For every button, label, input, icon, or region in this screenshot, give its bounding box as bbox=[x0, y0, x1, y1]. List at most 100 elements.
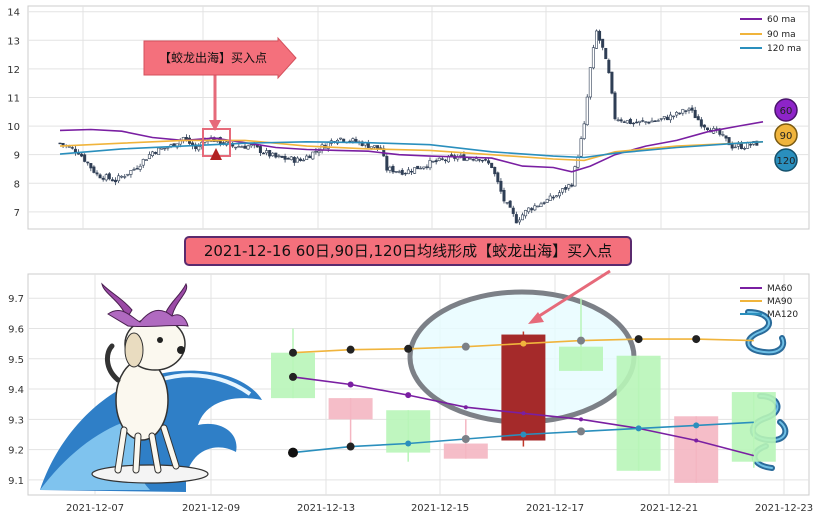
overview-candle bbox=[699, 117, 703, 129]
overview-candle bbox=[302, 158, 306, 162]
zoom-y-tick-label: 9.5 bbox=[8, 355, 24, 366]
overview-candle bbox=[675, 110, 679, 118]
overview-candle bbox=[536, 205, 540, 208]
overview-candle bbox=[428, 157, 432, 171]
overview-candle bbox=[499, 178, 503, 194]
overview-candle bbox=[690, 105, 694, 113]
overview-candle bbox=[539, 201, 543, 207]
zoom-ma120-line-point bbox=[346, 442, 355, 451]
badge-60-label: 60 bbox=[780, 106, 793, 117]
overview-candle bbox=[721, 131, 725, 137]
overview-candle bbox=[527, 207, 531, 214]
overview-candle bbox=[594, 29, 598, 49]
zoom-ma90-line-point bbox=[461, 342, 470, 351]
zoom-y-tick-label: 9.3 bbox=[8, 415, 24, 426]
overview-candle bbox=[388, 165, 392, 174]
overview-candle bbox=[197, 143, 201, 152]
overview-candle bbox=[277, 154, 281, 159]
overview-candle bbox=[425, 164, 429, 170]
overview-candle bbox=[397, 169, 401, 174]
overview-y-tick-label: 11 bbox=[7, 93, 20, 104]
overview-candle bbox=[101, 175, 105, 182]
dragon-icon-top bbox=[745, 309, 787, 356]
overview-candle bbox=[480, 159, 484, 163]
overview-candles bbox=[58, 29, 759, 225]
zoom-x-tick-label: 2021-12-13 bbox=[297, 503, 355, 514]
overview-candle bbox=[129, 170, 133, 178]
overview-candle bbox=[95, 170, 99, 177]
overview-candle bbox=[561, 188, 565, 195]
overview-candle bbox=[490, 162, 494, 169]
zoom-ma90-line-point bbox=[346, 345, 355, 354]
zoom-x-tick-label: 2021-12-09 bbox=[182, 503, 240, 514]
zoom-x-tick-label: 2021-12-07 bbox=[66, 503, 124, 514]
overview-candle bbox=[123, 174, 127, 180]
overview-candle bbox=[268, 149, 272, 159]
overview-candle bbox=[258, 144, 262, 156]
zoom-candle bbox=[271, 328, 315, 399]
overview-candle bbox=[243, 143, 247, 149]
overview-legend: 60 ma 90 ma 120 ma bbox=[740, 15, 801, 54]
zoom-ma90-line-point bbox=[634, 335, 643, 344]
zoom-ma90-line-point bbox=[692, 335, 701, 344]
overview-candle bbox=[274, 152, 278, 159]
overview-candle bbox=[234, 146, 238, 151]
overview-candle bbox=[659, 118, 663, 122]
overview-candle bbox=[625, 120, 629, 124]
zoom-ma120-line-point bbox=[461, 434, 470, 443]
overview-candle bbox=[83, 153, 87, 163]
overview-candle bbox=[733, 144, 737, 149]
dog-ear bbox=[124, 332, 144, 368]
overview-candle bbox=[385, 153, 389, 173]
overview-candle bbox=[107, 172, 111, 181]
overview-candle bbox=[665, 114, 669, 121]
overview-candle bbox=[104, 173, 108, 182]
overview-candle bbox=[437, 157, 441, 162]
callout-text: 【蛟龙出海】买入点 bbox=[158, 51, 267, 65]
overview-candle bbox=[141, 158, 145, 169]
zoom-y-tick-label: 9.1 bbox=[8, 476, 24, 487]
zoom-ma-lines bbox=[288, 335, 755, 458]
overview-candle bbox=[114, 177, 118, 186]
surfing-dog-illustration bbox=[40, 282, 262, 492]
zoom-signal-arrow-head bbox=[528, 312, 544, 324]
callout-label: 【蛟龙出海】买入点 bbox=[144, 41, 294, 75]
zoom-ma90-line-point bbox=[404, 344, 413, 353]
overview-candle bbox=[360, 140, 364, 147]
overview-candle bbox=[487, 157, 491, 165]
callout-arrow-shape bbox=[143, 36, 297, 80]
overview-candle bbox=[496, 171, 500, 185]
overview-candle bbox=[511, 205, 515, 217]
overview-candle bbox=[672, 115, 676, 120]
zoom-ma60-line-point bbox=[694, 438, 699, 443]
overview-candle bbox=[570, 182, 574, 188]
overview-candle bbox=[702, 124, 706, 131]
overview-candle bbox=[524, 209, 528, 219]
overview-candle bbox=[471, 158, 475, 162]
overview-candle bbox=[339, 137, 343, 141]
badge-60 bbox=[774, 98, 798, 122]
overview-candle bbox=[120, 175, 124, 179]
overview-candle bbox=[613, 91, 617, 121]
overview-signal-arrow-head bbox=[209, 120, 221, 131]
overview-candle bbox=[601, 38, 605, 51]
overview-candle bbox=[292, 156, 296, 166]
legend-label-120ma: 120 ma bbox=[767, 44, 801, 54]
zoom-ma120-line-point bbox=[288, 447, 298, 458]
overview-y-tick-label: 13 bbox=[7, 36, 20, 47]
overview-candle bbox=[271, 152, 275, 157]
dragon-horn-right bbox=[165, 282, 188, 317]
overview-y-tick-label: 14 bbox=[7, 8, 20, 19]
overview-candle bbox=[280, 155, 284, 159]
overview-candle bbox=[400, 168, 404, 176]
overview-candle bbox=[151, 150, 155, 158]
overview-candle bbox=[154, 151, 158, 155]
overview-candle bbox=[696, 114, 700, 121]
zoom-ma120-line-point bbox=[520, 431, 527, 438]
overview-signal-triangle bbox=[210, 148, 222, 160]
overview-ma120-line bbox=[59, 140, 764, 159]
zoom-ma120-line-point bbox=[635, 425, 642, 432]
overview-candle bbox=[622, 120, 626, 123]
overview-candle bbox=[567, 183, 571, 191]
overview-candle bbox=[92, 165, 96, 174]
